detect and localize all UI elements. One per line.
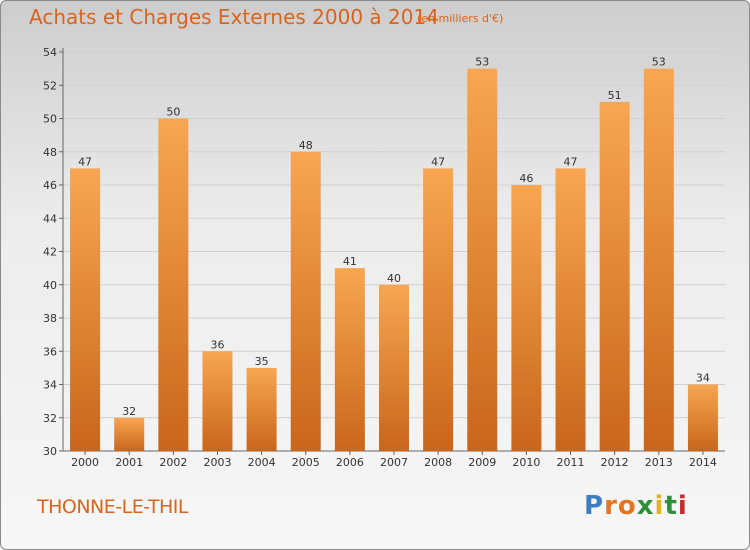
- value-label: 36: [210, 338, 224, 351]
- bar-2004: [246, 367, 277, 451]
- x-tick-label: 2008: [424, 456, 452, 469]
- y-tick-label: 38: [43, 312, 57, 325]
- x-tick-label: 2006: [336, 456, 364, 469]
- value-label: 32: [122, 405, 136, 418]
- bar-2000: [70, 168, 101, 451]
- x-tick-label: 2007: [380, 456, 408, 469]
- bar-2002: [158, 118, 189, 451]
- x-tick-label: 2000: [71, 456, 99, 469]
- bars: [70, 68, 718, 451]
- value-label: 53: [652, 56, 666, 69]
- y-tick-label: 40: [43, 279, 57, 292]
- x-tick-label: 2001: [115, 456, 143, 469]
- y-tick-label: 42: [43, 246, 57, 259]
- value-label: 50: [166, 106, 180, 119]
- x-tick-label: 2012: [601, 456, 629, 469]
- x-tick-label: 2011: [557, 456, 585, 469]
- x-tick-label: 2009: [468, 456, 496, 469]
- y-tick-label: 46: [43, 179, 57, 192]
- chart-title: Achats et Charges Externes 2000 à 2014: [29, 5, 439, 29]
- bar-2013: [643, 68, 674, 451]
- value-label: 47: [78, 155, 92, 168]
- value-label: 48: [299, 139, 313, 152]
- x-tick-label: 2003: [203, 456, 231, 469]
- bar-2005: [290, 151, 321, 451]
- value-label: 51: [608, 89, 622, 102]
- bar-2011: [555, 168, 586, 451]
- y-tick-label: 44: [43, 212, 57, 225]
- y-tick-label: 52: [43, 79, 57, 92]
- value-label: 35: [255, 355, 269, 368]
- bar-2010: [511, 185, 542, 451]
- value-label: 40: [387, 272, 401, 285]
- x-tick-label: 2013: [645, 456, 673, 469]
- chart-unit: (en milliers d'€): [417, 12, 504, 25]
- y-tick-label: 34: [43, 379, 57, 392]
- value-label: 53: [475, 56, 489, 69]
- y-tick-label: 36: [43, 345, 57, 358]
- y-tick-label: 48: [43, 146, 57, 159]
- value-label: 47: [431, 155, 445, 168]
- bar-2012: [599, 101, 630, 451]
- y-tick-label: 30: [43, 445, 57, 458]
- labels: 2000 47 2001 32 2002 50 2003 36 2004 35 2005 48 2006…: [71, 56, 717, 469]
- value-label: 41: [343, 255, 357, 268]
- bar-2009: [467, 68, 498, 451]
- x-tick-label: 2002: [159, 456, 187, 469]
- x-tick-label: 2010: [512, 456, 540, 469]
- bar-2007: [379, 284, 409, 451]
- y-tick-label: 32: [43, 412, 57, 425]
- y-tick-label: 50: [43, 113, 57, 126]
- x-tick-label: 2005: [292, 456, 320, 469]
- x-tick-label: 2004: [248, 456, 276, 469]
- bar-2006: [334, 268, 365, 451]
- bar-2001: [114, 417, 145, 451]
- bar-2008: [423, 168, 454, 451]
- proxiti-logo[interactable]: Proxiti: [584, 491, 688, 521]
- value-label: 34: [696, 372, 710, 385]
- bar-2003: [202, 351, 233, 451]
- value-label: 46: [519, 172, 533, 185]
- place-name: THONNE-LE-THIL: [37, 496, 188, 518]
- value-label: 47: [564, 155, 578, 168]
- bar-2014: [687, 384, 718, 451]
- y-tick-label: 54: [43, 46, 57, 59]
- x-tick-label: 2014: [689, 456, 717, 469]
